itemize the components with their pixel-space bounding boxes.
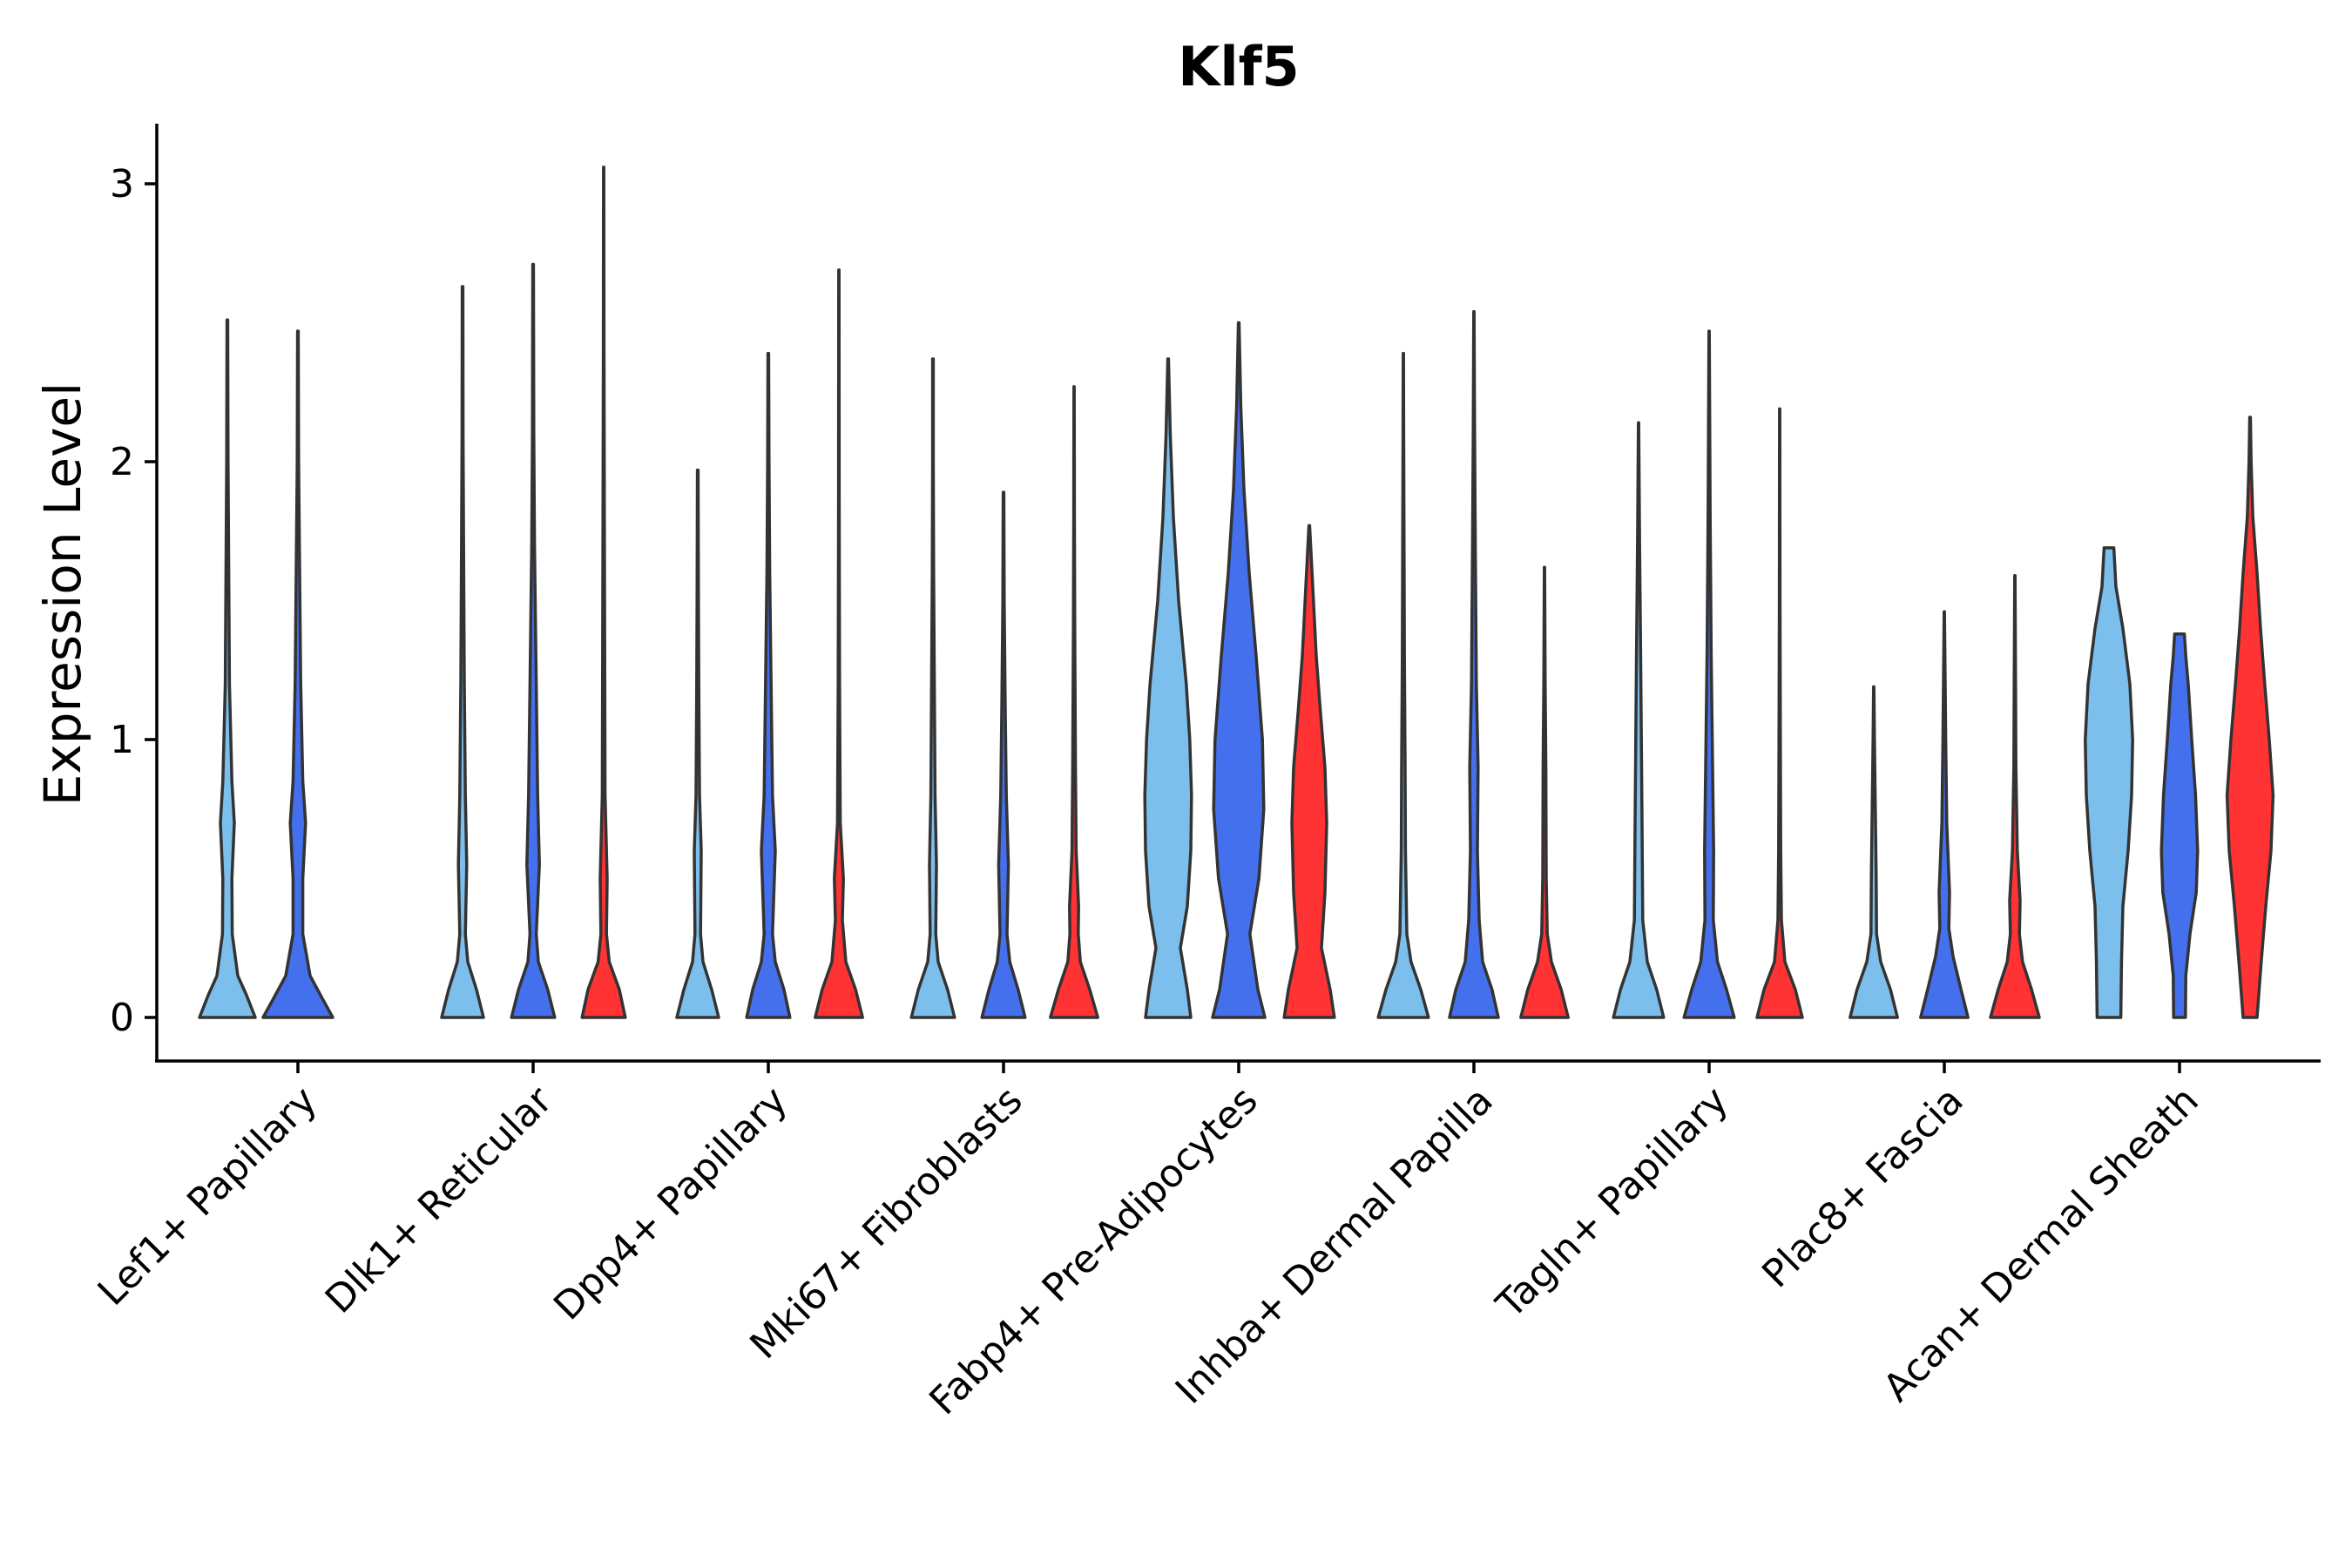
y-tick-label: 2 xyxy=(110,440,134,484)
x-tick-label: Tagln+ Papillary xyxy=(1488,1078,1737,1328)
x-tick-label: Plac8+ Fascia xyxy=(1754,1078,1972,1297)
violin-acan-dermal-sheath-group3 xyxy=(2225,416,2275,1019)
violin-plac8-fascia-group2 xyxy=(1919,610,1970,1019)
violin-lef1-papillary-group2 xyxy=(261,329,335,1019)
y-axis-label: Expression Level xyxy=(33,382,92,806)
x-tick-label: Dlk1+ Reticular xyxy=(317,1078,562,1322)
violin-dpp4-papillary-group1 xyxy=(675,468,720,1019)
violin-fabp4-pre-adipocytes-group1 xyxy=(1143,357,1193,1019)
violin-inhba-dermal-papilla-group2 xyxy=(1448,309,1500,1019)
violin-tagln-papillary-group2 xyxy=(1682,329,1736,1019)
x-tick-label: Dpp4+ Papillary xyxy=(545,1078,796,1329)
violin-acan-dermal-sheath-group2 xyxy=(2159,632,2200,1019)
violin-inhba-dermal-papilla-group1 xyxy=(1376,351,1430,1019)
violin-tagln-papillary-group3 xyxy=(1755,407,1804,1019)
y-ticks: 0 1 2 3 xyxy=(110,162,157,1040)
violin-dlk1-reticular-group2 xyxy=(510,262,557,1019)
x-tick-label: Lef1+ Papillary xyxy=(90,1078,326,1315)
violin-inhba-dermal-papilla-group3 xyxy=(1519,565,1570,1019)
violin-plac8-fascia-group3 xyxy=(1989,574,2041,1019)
violin-acan-dermal-sheath-group1 xyxy=(2084,546,2134,1019)
y-tick-label: 0 xyxy=(110,996,134,1040)
violin-dpp4-papillary-group3 xyxy=(814,268,864,1019)
violin-dlk1-reticular-group3 xyxy=(580,166,627,1019)
violin-mki67-fibroblasts-group2 xyxy=(980,490,1027,1019)
violin-lef1-papillary-group1 xyxy=(198,318,257,1019)
y-tick-label: 3 xyxy=(110,162,134,206)
violin-fabp4-pre-adipocytes-group2 xyxy=(1211,321,1267,1019)
y-tick-label: 1 xyxy=(110,718,134,762)
violin-dpp4-papillary-group2 xyxy=(745,351,792,1019)
violin-tagln-papillary-group1 xyxy=(1612,421,1666,1019)
chart-title: Klf5 xyxy=(1178,35,1299,98)
violin-fabp4-pre-adipocytes-group3 xyxy=(1282,524,1336,1019)
violin-mki67-fibroblasts-group1 xyxy=(909,357,956,1019)
violins-layer xyxy=(198,166,2275,1019)
violin-plac8-fascia-group1 xyxy=(1848,685,1899,1019)
violin-mki67-fibroblasts-group3 xyxy=(1049,385,1099,1019)
violin-dlk1-reticular-group1 xyxy=(440,285,485,1019)
